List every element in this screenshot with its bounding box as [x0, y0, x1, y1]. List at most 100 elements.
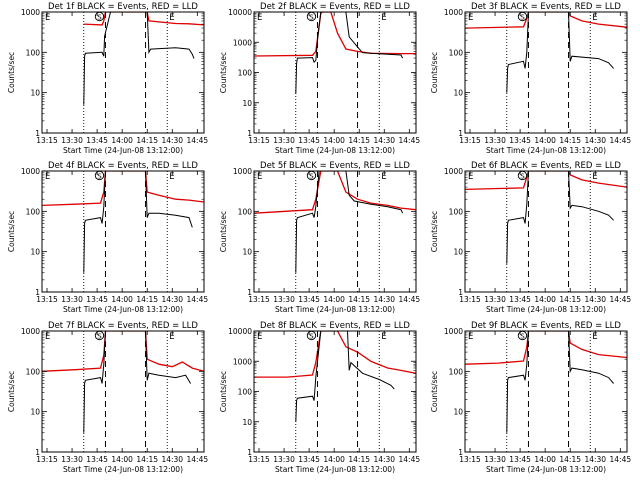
- det-4-xlabel: Start Time (24-Jun-08 13:12:00): [63, 305, 183, 314]
- det-4-marker-e-right: E: [169, 172, 174, 182]
- det-9-marker-s: S: [520, 333, 525, 341]
- det-1-xtick-label-2: 13:30: [61, 136, 83, 145]
- det-5-marker-e-right: E: [381, 172, 386, 182]
- det-3-ytick-label-4: 1000: [444, 8, 463, 17]
- det-8-marker-e-left: E: [257, 332, 262, 342]
- det-6-ytick-label-2: 10: [453, 248, 463, 257]
- det-9-xtick-label-1: 13:15: [459, 455, 481, 464]
- det-8-xlabel: Start Time (24-Jun-08 13:12:00): [275, 465, 395, 474]
- det-1-xtick-label-3: 13:45: [86, 136, 108, 145]
- det-6-ytick-label-4: 1000: [444, 167, 463, 176]
- det-3-series-lld: [465, 12, 627, 29]
- det-8-xtick-label-7: 14:45: [399, 455, 421, 464]
- det-3-xtick-label-2: 13:30: [484, 136, 506, 145]
- det-2-ytick-label-1: 1: [247, 129, 252, 138]
- det-4-marker-e-left: E: [45, 172, 50, 182]
- det-1-series-lld: [83, 12, 204, 26]
- det-7-title: Det 7f BLACK = Events, RED = LLD: [48, 321, 198, 331]
- det-4-xtick-label-4: 14:00: [111, 295, 133, 304]
- det-3-frame: [464, 11, 628, 134]
- det-7-xtick-label-1: 13:15: [36, 455, 58, 464]
- det-8-ytick-label-2: 10: [242, 418, 252, 427]
- det-2-frame: [253, 11, 417, 134]
- det-9-series-lld: [465, 331, 627, 365]
- det-3-xlabel: Start Time (24-Jun-08 13:12:00): [486, 146, 606, 155]
- det-5-frame: [253, 170, 417, 293]
- det-6-title: Det 6f BLACK = Events, RED = LLD: [471, 161, 621, 171]
- det-5-marker-e-left: E: [257, 172, 262, 182]
- det-6-xtick-label-5: 14:15: [559, 295, 581, 304]
- det-3-ylabel: Counts/sec: [430, 52, 439, 93]
- det-4-xtick-label-7: 14:45: [187, 295, 209, 304]
- det-2-ytick-label-2: 10: [242, 99, 252, 108]
- det-9-xlabel: Start Time (24-Jun-08 13:12:00): [486, 465, 606, 474]
- det-7-marker-s: S: [97, 333, 102, 341]
- det-2-marker-e-right: E: [381, 13, 386, 23]
- det-8-frame: [253, 330, 417, 453]
- det-8-ytick-label-5: 10000: [228, 327, 252, 336]
- det-6-xtick-label-1: 13:15: [459, 295, 481, 304]
- det-4-ytick-label-2: 10: [30, 248, 40, 257]
- det-7-frame: [41, 330, 205, 453]
- det-7-ytick-label-4: 1000: [21, 327, 40, 336]
- det-1-marker-e-left: E: [45, 13, 50, 23]
- det-2-xlabel: Start Time (24-Jun-08 13:12:00): [275, 146, 395, 155]
- det-2-xtick-label-3: 13:45: [298, 136, 320, 145]
- det-1-ytick-label-2: 10: [30, 89, 40, 98]
- det-6-ytick-label-1: 1: [458, 288, 463, 297]
- det-3-xtick-label-3: 13:45: [509, 136, 531, 145]
- det-9-xtick-label-7: 14:45: [610, 455, 632, 464]
- det-4-xtick-label-6: 14:30: [161, 295, 183, 304]
- det-3-xtick-label-7: 14:45: [610, 136, 632, 145]
- det-3-marker-e-left: E: [468, 13, 473, 23]
- det-3-xtick-label-6: 14:30: [584, 136, 606, 145]
- det-1-marker-e-right: E: [169, 13, 174, 23]
- det-3-ytick-label-2: 10: [453, 89, 463, 98]
- det-6-xtick-label-2: 13:30: [484, 295, 506, 304]
- det-4-xtick-label-5: 14:15: [136, 295, 158, 304]
- det-5-xtick-label-2: 13:30: [273, 295, 295, 304]
- det-7-xlabel: Start Time (24-Jun-08 13:12:00): [63, 465, 183, 474]
- det-7-xtick-label-2: 13:30: [61, 455, 83, 464]
- det-7-marker-e-left: E: [45, 332, 50, 342]
- det-8-xtick-label-1: 13:15: [248, 455, 270, 464]
- det-5-ylabel: Counts/sec: [219, 211, 228, 252]
- det-9-ytick-label-3: 100: [449, 367, 464, 376]
- det-9-xtick-label-3: 13:45: [509, 455, 531, 464]
- det-5-ytick-label-2: 10: [242, 248, 252, 257]
- det-7-marker-e-right: E: [169, 332, 174, 342]
- det-3-ytick-label-1: 1: [458, 129, 463, 138]
- det-4-series-events: [83, 171, 193, 273]
- det-5-xtick-label-4: 14:00: [323, 295, 345, 304]
- det-6-xtick-label-7: 14:45: [610, 295, 632, 304]
- det-5-series-lld: [254, 171, 416, 214]
- det-1-ytick-label-3: 100: [26, 48, 41, 57]
- det-8-xtick-label-6: 14:30: [373, 455, 395, 464]
- det-1-xlabel: Start Time (24-Jun-08 13:12:00): [63, 146, 183, 155]
- det-6-xtick-label-6: 14:30: [584, 295, 606, 304]
- det-4-ytick-label-3: 100: [26, 207, 41, 216]
- det-9-marker-e-right: E: [592, 332, 597, 342]
- det-7-series-lld: [42, 331, 204, 372]
- det-2-ytick-label-4: 1000: [233, 38, 252, 47]
- det-6-xlabel: Start Time (24-Jun-08 13:12:00): [486, 305, 606, 314]
- det-7-xtick-label-5: 14:15: [136, 455, 158, 464]
- det-6-ytick-label-3: 100: [449, 207, 464, 216]
- det-1-ytick-label-1: 1: [35, 129, 40, 138]
- det-4-xtick-label-3: 13:45: [86, 295, 108, 304]
- det-1-frame: [41, 11, 205, 134]
- det-9-xtick-label-2: 13:30: [484, 455, 506, 464]
- det-1-ylabel: Counts/sec: [7, 52, 16, 93]
- det-3-xtick-label-5: 14:15: [559, 136, 581, 145]
- det-5-xlabel: Start Time (24-Jun-08 13:12:00): [275, 305, 395, 314]
- det-2-xtick-label-6: 14:30: [373, 136, 395, 145]
- det-7-series-events: [83, 331, 192, 433]
- det-8-series-events: [295, 331, 395, 422]
- det-5-series-events: [295, 171, 404, 273]
- det-3-title: Det 3f BLACK = Events, RED = LLD: [471, 2, 621, 12]
- det-6-series-lld: [465, 171, 627, 191]
- det-8-xtick-label-2: 13:30: [273, 455, 295, 464]
- det-6-marker-e-right: E: [592, 172, 597, 182]
- det-8-xtick-label-3: 13:45: [298, 455, 320, 464]
